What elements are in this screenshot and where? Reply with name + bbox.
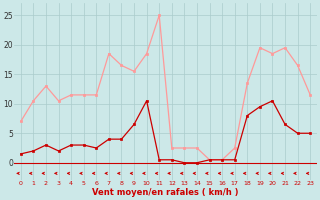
X-axis label: Vent moyen/en rafales ( km/h ): Vent moyen/en rafales ( km/h ) — [92, 188, 239, 197]
